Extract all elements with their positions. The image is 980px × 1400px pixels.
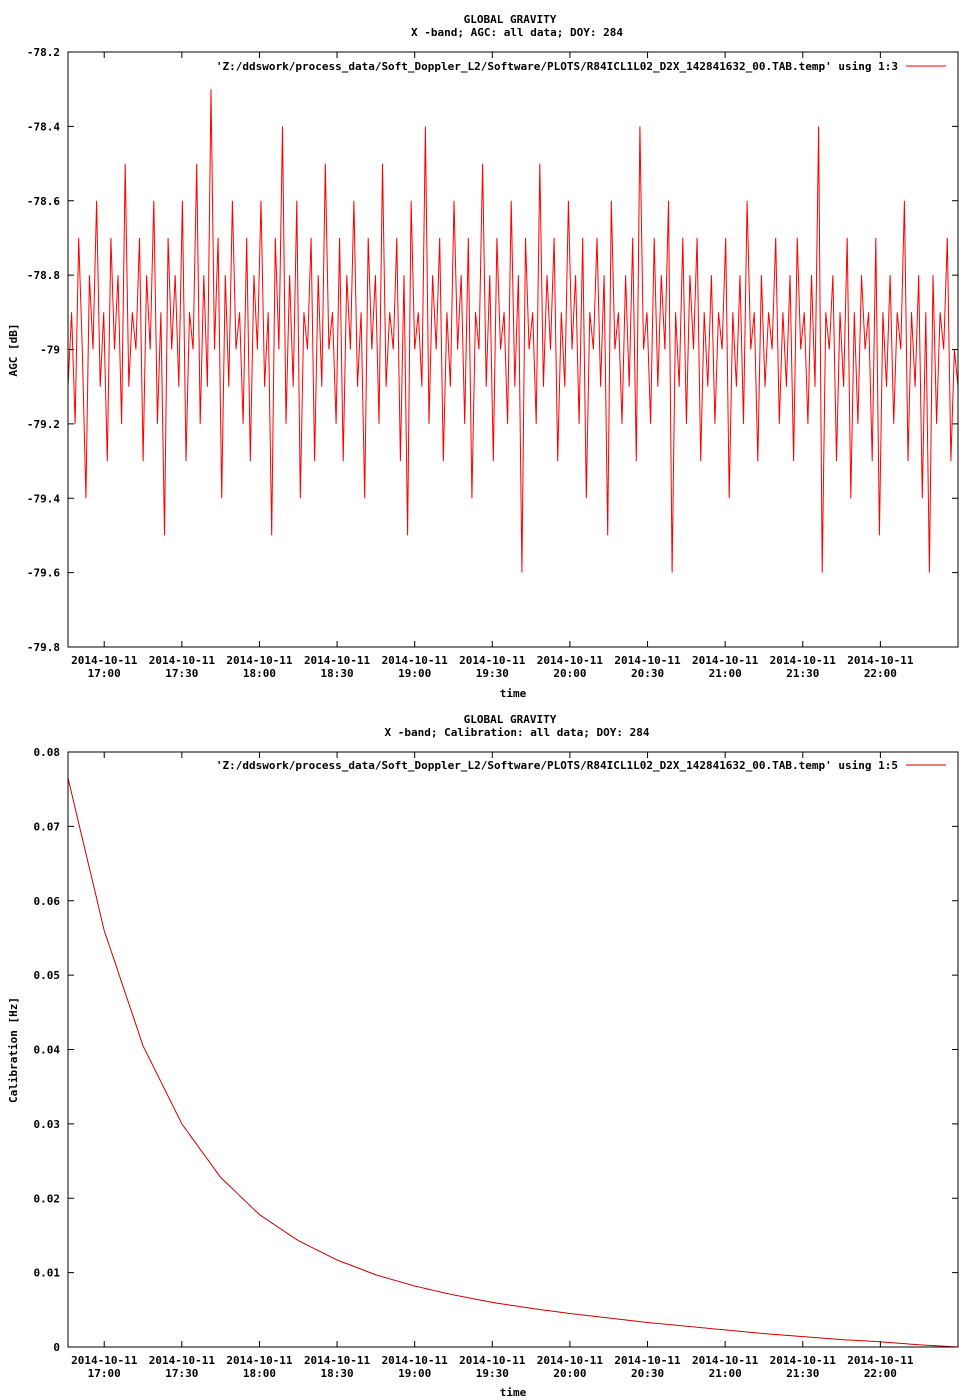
y-axis-ticks: 0.08 0.07 0.06 0.05 0.04 0.03 0.02 0.01 0: [34, 746, 958, 1354]
y-tick-label: 0: [53, 1341, 60, 1354]
x-tick-time: 22:00: [864, 667, 897, 680]
y-tick-label: -79.2: [27, 418, 60, 431]
y-axis-label: AGC [dB]: [7, 324, 20, 377]
x-tick-time: 22:00: [864, 1367, 897, 1380]
x-axis-ticks: 2014-10-1117:002014-10-1117:302014-10-11…: [71, 752, 914, 1380]
series-layer: [67, 777, 959, 1348]
x-tick-date: 2014-10-11: [304, 654, 371, 667]
x-tick-time: 20:00: [553, 667, 586, 680]
x-tick-date: 2014-10-11: [537, 1354, 604, 1367]
x-tick-time: 18:00: [243, 1367, 276, 1380]
agc-chart: GLOBAL GRAVITY X -band; AGC: all data; D…: [7, 13, 959, 700]
plot-frame: [67, 751, 959, 1348]
y-tick-label: 0.03: [34, 1118, 61, 1131]
x-tick-date: 2014-10-11: [847, 654, 914, 667]
legend: 'Z:/ddswork/process_data/Soft_Doppler_L2…: [216, 60, 946, 73]
y-tick-label: -78.6: [27, 195, 60, 208]
x-tick-date: 2014-10-11: [149, 1354, 216, 1367]
y-axis-ticks: -78.2 -78.4 -78.6 -78.8 -79 -79.2 -79.4 -79.6 -7…: [27, 46, 958, 654]
y-tick-label: 0.05: [34, 969, 61, 982]
x-tick-date: 2014-10-11: [459, 1354, 526, 1367]
series-line: [67, 777, 959, 1348]
x-tick-date: 2014-10-11: [847, 1354, 914, 1367]
x-tick-date: 2014-10-11: [304, 1354, 371, 1367]
x-tick-time: 21:00: [709, 667, 742, 680]
chart-title: GLOBAL GRAVITY: [464, 13, 557, 26]
legend-label: 'Z:/ddswork/process_data/Soft_Doppler_L2…: [216, 60, 898, 73]
calibration-chart: GLOBAL GRAVITY X -band; Calibration: all…: [7, 713, 959, 1399]
x-tick-time: 19:30: [476, 667, 509, 680]
y-tick-label: 0.04: [34, 1044, 61, 1057]
x-tick-time: 18:30: [321, 667, 354, 680]
y-tick-label: 0.06: [34, 895, 61, 908]
y-tick-label: -79.6: [27, 567, 60, 580]
y-tick-label: -79.4: [27, 492, 60, 505]
x-tick-date: 2014-10-11: [226, 654, 293, 667]
x-axis-ticks: 2014-10-1117:002014-10-1117:302014-10-11…: [71, 52, 914, 680]
x-axis-label: time: [500, 1386, 527, 1399]
y-tick-label: 0.01: [34, 1267, 61, 1280]
x-tick-date: 2014-10-11: [226, 1354, 293, 1367]
x-tick-date: 2014-10-11: [614, 654, 681, 667]
x-tick-time: 20:00: [553, 1367, 586, 1380]
x-tick-date: 2014-10-11: [537, 654, 604, 667]
chart-subtitle: X -band; Calibration: all data; DOY: 284: [385, 726, 650, 739]
y-tick-label: 0.07: [34, 820, 61, 833]
x-tick-time: 17:00: [88, 1367, 121, 1380]
x-tick-date: 2014-10-11: [149, 654, 216, 667]
y-tick-label: -79: [40, 344, 60, 357]
x-tick-time: 20:30: [631, 1367, 664, 1380]
x-tick-time: 21:30: [786, 667, 819, 680]
series-line: [67, 89, 959, 573]
chart-title: GLOBAL GRAVITY: [464, 713, 557, 726]
x-tick-time: 17:30: [165, 667, 198, 680]
x-tick-date: 2014-10-11: [382, 1354, 449, 1367]
plot-frame: [67, 51, 959, 648]
y-tick-label: -78.8: [27, 269, 60, 282]
x-tick-time: 19:00: [398, 1367, 431, 1380]
y-tick-label: 0.08: [34, 746, 61, 759]
x-tick-time: 20:30: [631, 667, 664, 680]
x-tick-time: 17:00: [88, 667, 121, 680]
x-tick-date: 2014-10-11: [382, 654, 449, 667]
series-layer: [67, 89, 959, 573]
x-tick-date: 2014-10-11: [692, 1354, 759, 1367]
x-tick-date: 2014-10-11: [614, 1354, 681, 1367]
x-tick-date: 2014-10-11: [71, 654, 138, 667]
x-tick-date: 2014-10-11: [71, 1354, 138, 1367]
y-tick-label: -78.4: [27, 120, 60, 133]
x-tick-date: 2014-10-11: [770, 1354, 837, 1367]
x-axis-label: time: [500, 687, 527, 700]
x-tick-date: 2014-10-11: [459, 654, 526, 667]
legend-label: 'Z:/ddswork/process_data/Soft_Doppler_L2…: [216, 759, 898, 772]
x-tick-time: 19:30: [476, 1367, 509, 1380]
legend: 'Z:/ddswork/process_data/Soft_Doppler_L2…: [216, 759, 946, 772]
chart-subtitle: X -band; AGC: all data; DOY: 284: [411, 26, 623, 39]
x-tick-time: 21:30: [786, 1367, 819, 1380]
y-tick-label: 0.02: [34, 1192, 61, 1205]
x-tick-time: 17:30: [165, 1367, 198, 1380]
x-tick-date: 2014-10-11: [692, 654, 759, 667]
x-tick-time: 18:00: [243, 667, 276, 680]
x-tick-time: 18:30: [321, 1367, 354, 1380]
y-tick-label: -78.2: [27, 46, 60, 59]
x-tick-time: 19:00: [398, 667, 431, 680]
x-tick-time: 21:00: [709, 1367, 742, 1380]
y-axis-label: Calibration [Hz]: [7, 997, 20, 1103]
y-tick-label: -79.8: [27, 641, 60, 654]
x-tick-date: 2014-10-11: [770, 654, 837, 667]
